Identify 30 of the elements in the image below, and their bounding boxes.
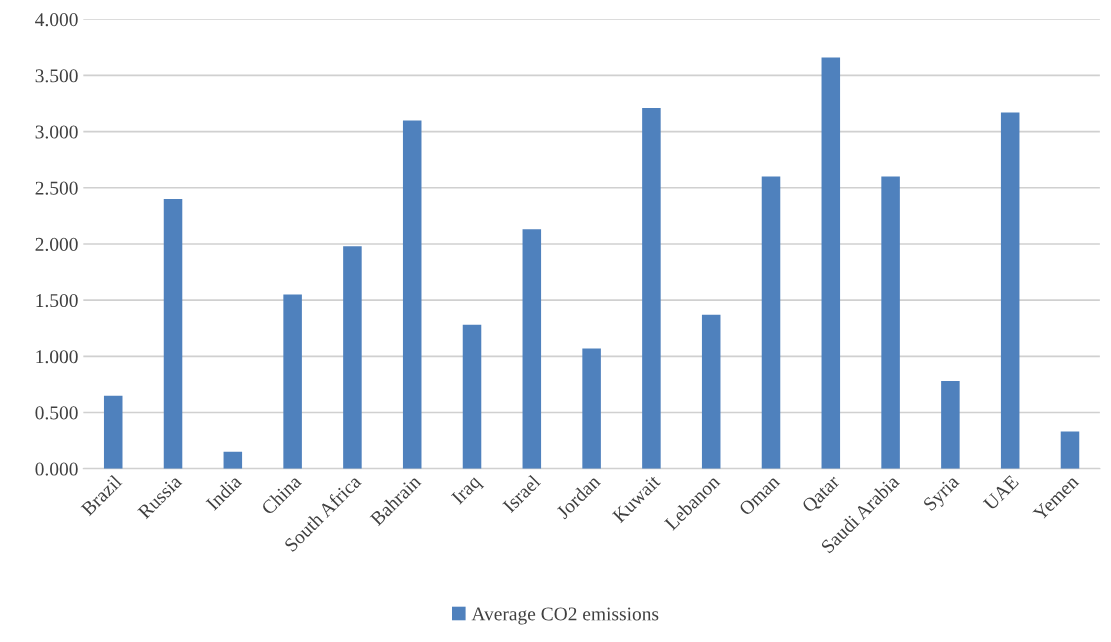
bar: [701, 314, 721, 469]
bar: [881, 176, 900, 469]
y-tick-label: 1.500: [36, 293, 78, 308]
bar: [582, 348, 601, 469]
legend-label: Average CO2 emissions: [471, 607, 659, 625]
y-tick-label: 3.000: [35, 125, 78, 139]
bar: [821, 57, 841, 469]
x-tick-label: Syria: [922, 474, 963, 515]
bar: [283, 294, 302, 469]
bar: [103, 395, 123, 469]
bar: [642, 108, 661, 469]
y-tick-label: 2.000: [35, 237, 78, 251]
x-tick-label: Iraq: [450, 474, 485, 508]
bar: [343, 246, 362, 469]
y-tick-label: 0.500: [35, 406, 78, 420]
bar: [522, 229, 542, 469]
bar: [462, 324, 482, 469]
y-tick-label: 0.000: [35, 462, 78, 476]
bar: [941, 381, 960, 469]
bar: [163, 199, 183, 469]
y-tick-label: 2.500: [35, 181, 78, 195]
bar: [402, 120, 422, 469]
bar: [1000, 112, 1020, 469]
y-tick-label: 1.000: [36, 350, 78, 364]
y-tick-label: 4.000: [35, 13, 78, 27]
bar: [1060, 431, 1080, 469]
x-tick-label: India: [205, 473, 243, 511]
y-tick-label: 3.500: [35, 69, 78, 83]
bar: [761, 176, 781, 469]
bar: [223, 451, 243, 469]
